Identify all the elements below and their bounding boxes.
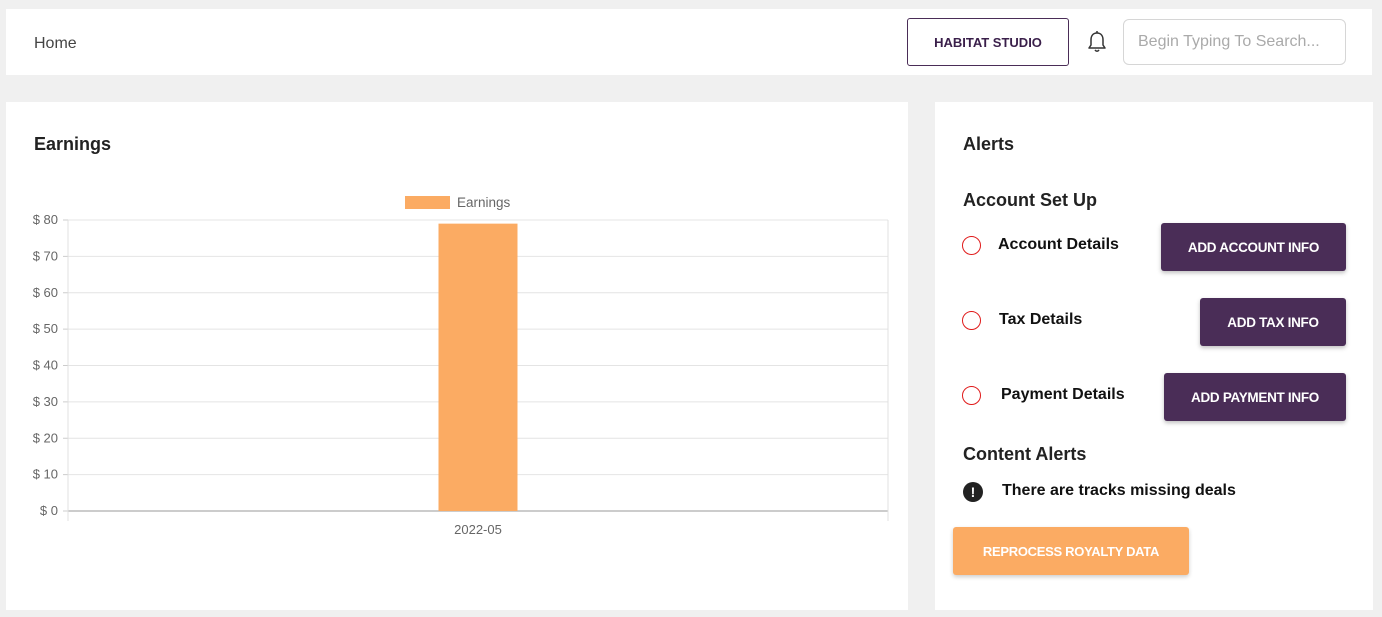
y-tick-label: $ 0 bbox=[40, 503, 58, 518]
search-input[interactable] bbox=[1123, 19, 1346, 65]
content-alerts-heading: Content Alerts bbox=[963, 444, 1087, 464]
studio-button[interactable]: HABITAT STUDIO bbox=[907, 18, 1069, 66]
y-tick-label: $ 40 bbox=[33, 358, 58, 373]
content-alert-message: There are tracks missing deals bbox=[1002, 482, 1236, 499]
add-payment-info-button[interactable]: ADD PAYMENT INFO bbox=[1164, 373, 1346, 421]
bell-icon[interactable] bbox=[1086, 30, 1108, 54]
legend-swatch bbox=[405, 196, 450, 209]
y-tick-label: $ 70 bbox=[33, 248, 58, 263]
legend-label: Earnings bbox=[457, 195, 511, 210]
earnings-chart: $ 0 $ 10 $ 20 $ 30 $ 40 $ 50 $ 60 $ 70 $ 80 2022-… bbox=[33, 195, 889, 537]
alerts-card: Alerts Account Set Up Account Details AD… bbox=[935, 102, 1373, 610]
alerts-title: Alerts bbox=[963, 134, 1015, 154]
reprocess-royalty-data-button[interactable]: REPROCESS ROYALTY DATA bbox=[953, 527, 1189, 575]
y-tick-label: $ 20 bbox=[33, 430, 58, 445]
y-tick-label: $ 50 bbox=[33, 321, 58, 336]
earnings-card: Earnings $ 0 $ 10 $ 20 $ 30 $ 40 $ 50 $ 60 $ 70… bbox=[6, 102, 908, 610]
y-tick-label: $ 60 bbox=[33, 285, 58, 300]
y-tick-label: $ 10 bbox=[33, 467, 58, 482]
add-tax-info-button[interactable]: ADD TAX INFO bbox=[1200, 298, 1346, 346]
status-circle-icon bbox=[962, 386, 981, 405]
account-setup-heading: Account Set Up bbox=[963, 190, 1098, 210]
tax-details-label: Tax Details bbox=[999, 311, 1083, 328]
add-account-info-button[interactable]: ADD ACCOUNT INFO bbox=[1161, 223, 1346, 271]
bar bbox=[438, 223, 518, 511]
y-tick-label: $ 30 bbox=[33, 394, 58, 409]
status-circle-icon bbox=[962, 236, 981, 255]
top-bar: Home HABITAT STUDIO bbox=[6, 9, 1372, 75]
x-tick-label: 2022-05 bbox=[454, 522, 502, 537]
payment-details-label: Payment Details bbox=[1001, 386, 1125, 403]
earnings-title: Earnings bbox=[34, 134, 112, 154]
status-circle-icon bbox=[962, 311, 981, 330]
y-tick-label: $ 80 bbox=[33, 212, 58, 227]
account-details-label: Account Details bbox=[998, 236, 1119, 253]
exclamation-circle-icon: ! bbox=[963, 482, 983, 502]
breadcrumb[interactable]: Home bbox=[34, 35, 77, 52]
